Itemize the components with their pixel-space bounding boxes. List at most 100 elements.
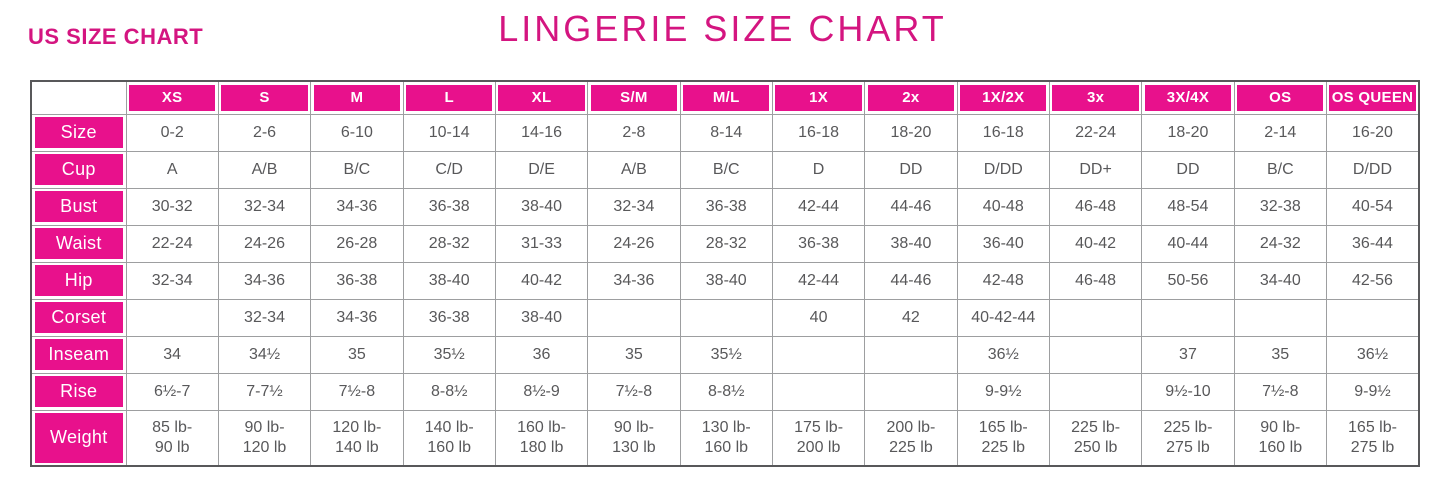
column-header-1x-2x: 1X/2X <box>956 80 1050 115</box>
cell-hip-1x-2x: 42-48 <box>956 261 1050 300</box>
cell-inseam-xl: 36 <box>494 335 589 374</box>
cell-cup-3x: DD+ <box>1048 150 1143 189</box>
column-header-xs: XS <box>125 80 219 115</box>
row-label-pill: Size <box>34 117 123 148</box>
cell-waist-1x: 36-38 <box>771 224 866 263</box>
column-header-2x: 2x <box>864 80 958 115</box>
cell-hip-xs: 32-34 <box>125 261 219 300</box>
cell-corset-os-queen <box>1325 298 1420 337</box>
cell-inseam-1x-2x: 36½ <box>956 335 1050 374</box>
cell-cup-1x: D <box>771 150 866 189</box>
cell-weight-m: 120 lb- 140 lb <box>310 409 404 467</box>
cell-cup-2x: DD <box>864 150 958 189</box>
cell-hip-2x: 44-46 <box>864 261 958 300</box>
cell-rise-xs: 6½-7 <box>125 372 219 411</box>
cell-hip-m-l: 38-40 <box>679 261 773 300</box>
column-header-pill: L <box>406 84 493 111</box>
cell-weight-xl: 160 lb- 180 lb <box>494 409 589 467</box>
cell-inseam-os-queen: 36½ <box>1325 335 1420 374</box>
column-header-pill: 3x <box>1052 84 1139 111</box>
cell-waist-m-l: 28-32 <box>679 224 773 263</box>
cell-hip-os-queen: 42-56 <box>1325 261 1420 300</box>
cell-corset-l: 36-38 <box>402 298 496 337</box>
us-size-chart-label: US SIZE CHART <box>28 24 204 49</box>
column-header-pill: OS <box>1237 84 1324 111</box>
page-title: LINGERIE SIZE CHART <box>498 8 947 49</box>
row-label-pill: Hip <box>34 265 123 296</box>
cell-corset-3x <box>1048 298 1143 337</box>
row-label-inseam: Inseam <box>30 335 127 374</box>
row-label-pill: Bust <box>34 191 123 222</box>
cell-corset-2x: 42 <box>864 298 958 337</box>
row-label-waist: Waist <box>30 224 127 263</box>
cell-bust-l: 36-38 <box>402 187 496 226</box>
cell-waist-os: 24-32 <box>1233 224 1327 263</box>
cell-rise-s-m: 7½-8 <box>587 372 681 411</box>
column-header-pill: 2x <box>867 84 955 111</box>
cell-corset-1x-2x: 40-42-44 <box>956 298 1050 337</box>
cell-waist-3x-4x: 40-44 <box>1141 224 1235 263</box>
size-chart-table: XS S M L XL S/M M/L 1X 2x 1X/2X 3x 3X/4X OS OS QUEEN … <box>30 80 1420 467</box>
cell-corset-s-m <box>587 298 681 337</box>
cell-weight-s: 90 lb- 120 lb <box>217 409 312 467</box>
cell-hip-l: 38-40 <box>402 261 496 300</box>
cell-bust-xl: 38-40 <box>494 187 589 226</box>
table-row-weight: Weight 85 lb- 90 lb 90 lb- 120 lb 120 lb- 1… <box>30 409 1420 467</box>
cell-rise-1x-2x: 9-9½ <box>956 372 1050 411</box>
cell-bust-os: 32-38 <box>1233 187 1327 226</box>
cell-weight-3x-4x: 225 lb- 275 lb <box>1141 409 1235 467</box>
cell-corset-xs <box>125 298 219 337</box>
cell-size-os: 2-14 <box>1233 113 1327 152</box>
column-header-pill: M <box>313 84 401 111</box>
cell-waist-m: 26-28 <box>310 224 404 263</box>
cell-bust-3x-4x: 48-54 <box>1141 187 1235 226</box>
cell-size-os-queen: 16-20 <box>1325 113 1420 152</box>
row-label-hip: Hip <box>30 261 127 300</box>
column-header-m: M <box>310 80 404 115</box>
column-header-pill: XL <box>498 84 585 111</box>
cell-inseam-s: 34½ <box>217 335 312 374</box>
cell-hip-xl: 40-42 <box>494 261 589 300</box>
cell-inseam-s-m: 35 <box>587 335 681 374</box>
cell-cup-s: A/B <box>217 150 312 189</box>
cell-weight-1x: 175 lb- 200 lb <box>771 409 866 467</box>
cell-cup-l: C/D <box>402 150 496 189</box>
cell-size-3x-4x: 18-20 <box>1141 113 1235 152</box>
cell-weight-os: 90 lb- 160 lb <box>1233 409 1327 467</box>
column-header-3x-4x: 3X/4X <box>1141 80 1235 115</box>
cell-rise-m: 7½-8 <box>310 372 404 411</box>
cell-cup-m-l: B/C <box>679 150 773 189</box>
cell-inseam-3x <box>1048 335 1143 374</box>
cell-waist-l: 28-32 <box>402 224 496 263</box>
column-header-os-queen: OS QUEEN <box>1325 80 1420 115</box>
cell-rise-3x <box>1048 372 1143 411</box>
table-row-inseam: Inseam 34 34½ 35 35½ 36 35 35½ 36½ 37 35 36½ <box>30 335 1420 374</box>
cell-waist-xs: 22-24 <box>125 224 219 263</box>
cell-rise-l: 8-8½ <box>402 372 496 411</box>
cell-rise-os-queen: 9-9½ <box>1325 372 1420 411</box>
cell-bust-1x-2x: 40-48 <box>956 187 1050 226</box>
cell-weight-l: 140 lb- 160 lb <box>402 409 496 467</box>
cell-inseam-l: 35½ <box>402 335 496 374</box>
cell-bust-2x: 44-46 <box>864 187 958 226</box>
cell-size-m-l: 8-14 <box>679 113 773 152</box>
column-header-pill: S/M <box>590 84 678 111</box>
cell-inseam-1x <box>771 335 866 374</box>
row-label-corset: Corset <box>30 298 127 337</box>
cell-bust-3x: 46-48 <box>1048 187 1143 226</box>
cell-bust-s-m: 32-34 <box>587 187 681 226</box>
column-header-1x: 1X <box>771 80 866 115</box>
row-label-pill: Corset <box>34 302 123 333</box>
cell-size-l: 10-14 <box>402 113 496 152</box>
cell-rise-1x <box>771 372 866 411</box>
table-row-corset: Corset 32-34 34-36 36-38 38-40 40 42 40-42-44 <box>30 298 1420 337</box>
cell-size-xl: 14-16 <box>494 113 589 152</box>
cell-waist-3x: 40-42 <box>1048 224 1143 263</box>
row-label-size: Size <box>30 113 127 152</box>
table-row-size: Size 0-2 2-6 6-10 10-14 14-16 2-8 8-14 16-18 18-2… <box>30 113 1420 152</box>
row-label-rise: Rise <box>30 372 127 411</box>
cell-weight-1x-2x: 165 lb- 225 lb <box>956 409 1050 467</box>
cell-rise-m-l: 8-8½ <box>679 372 773 411</box>
cell-hip-m: 36-38 <box>310 261 404 300</box>
